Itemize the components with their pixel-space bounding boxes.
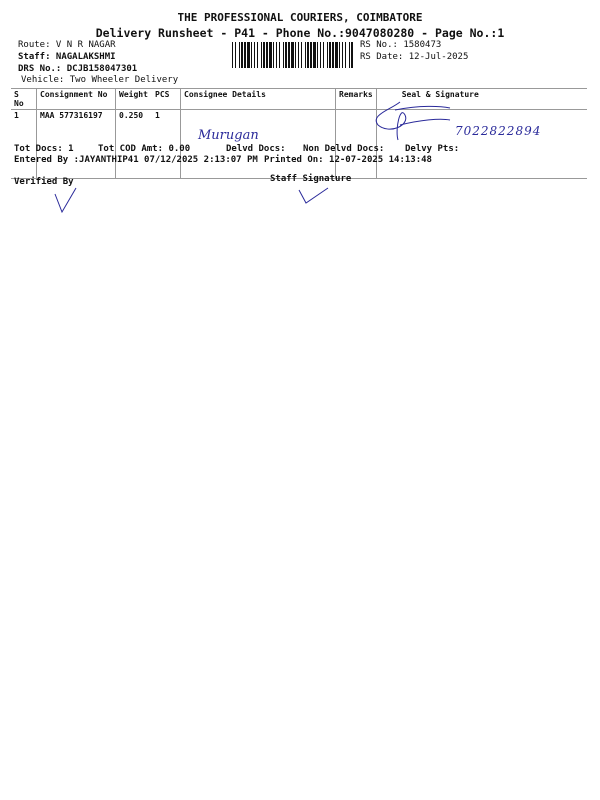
receiver-signature: [375, 101, 451, 141]
non-delvd-docs: Non Delvd Docs:: [303, 144, 385, 154]
cell-remarks: [335, 109, 377, 179]
vehicle: Vehicle: Two Wheeler Delivery: [21, 75, 179, 85]
col-pcs: PCS: [152, 88, 181, 110]
table-header: S No Consignment No Weight PCS Consignee…: [11, 88, 587, 110]
drs-no: DRS No.: DCJB158047301: [18, 64, 138, 74]
table-row: 1 MAA 577316197 0.250 1: [11, 109, 587, 179]
runsheet-subtitle: Delivery Runsheet - P41 - Phone No.:9047…: [95, 26, 505, 40]
cell-consignee: [180, 109, 336, 179]
col-consignee: Consignee Details: [180, 88, 336, 110]
staff-signature: [298, 187, 329, 204]
verifier-signature: [54, 187, 77, 214]
col-sno: S No: [11, 88, 37, 110]
cell-sno: 1: [11, 109, 37, 179]
company-title: THE PROFESSIONAL COURIERS, COIMBATORE: [177, 11, 423, 24]
rs-date: RS Date: 12-Jul-2025: [360, 52, 469, 62]
col-consignment: Consignment No: [36, 88, 116, 110]
cell-seal: [375, 109, 587, 179]
col-weight: Weight: [115, 88, 152, 110]
delvy-pts: Delvy Pts:: [405, 144, 460, 154]
cell-weight: 0.250: [115, 109, 152, 179]
col-remarks: Remarks: [335, 88, 377, 110]
handwritten-phone: 7022822894: [455, 124, 542, 138]
col-seal: Seal & Signature: [375, 88, 587, 110]
entered-by: Entered By :JAYANTHIP41 07/12/2025 2:13:…: [14, 155, 258, 165]
barcode: [232, 42, 353, 68]
tot-cod: Tot COD Amt: 0.00: [98, 144, 191, 154]
verified-by: Verified By: [14, 177, 74, 187]
printed-on: Printed On: 12-07-2025 14:13:48: [264, 155, 432, 165]
delvd-docs: Delvd Docs:: [226, 144, 286, 154]
handwritten-name: Murugan: [198, 128, 259, 143]
staff-signature-label: Staff Signature: [270, 174, 352, 184]
staff: Staff: NAGALAKSHMI: [18, 52, 116, 62]
cell-consignment: MAA 577316197: [36, 109, 116, 179]
cell-pcs: 1: [152, 109, 181, 179]
rs-no: RS No.: 1580473: [360, 40, 442, 50]
tot-docs: Tot Docs: 1: [14, 144, 74, 154]
route: Route: V N R NAGAR: [18, 40, 116, 50]
runsheet-table: S No Consignment No Weight PCS Consignee…: [11, 88, 587, 179]
